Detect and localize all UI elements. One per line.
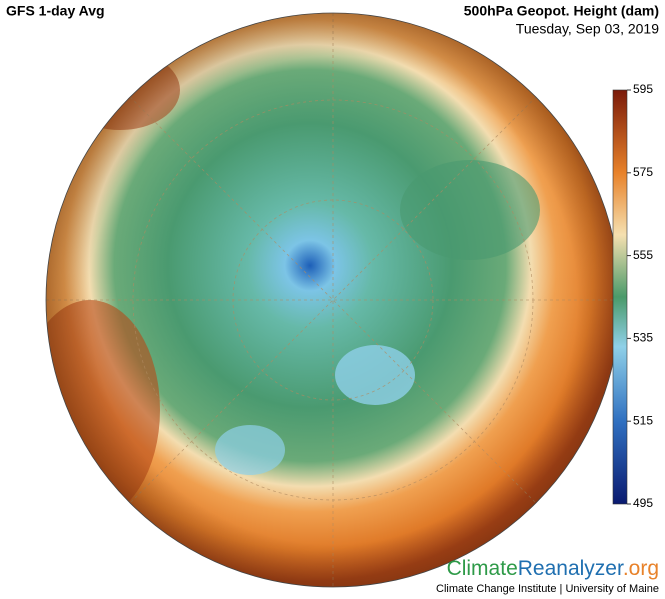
colorbar-label: 575 — [633, 165, 653, 179]
logo-part: Reanalyzer — [518, 557, 624, 580]
variable: 500hPa Geopot. Height (dam) — [464, 3, 659, 19]
globe — [45, 12, 621, 588]
colorbar-ticks: 595 575 555 535 515 495 — [627, 82, 653, 510]
colorbar-label: 495 — [633, 496, 653, 510]
colorbar — [612, 89, 628, 505]
logo-part: .org — [623, 557, 659, 580]
date: Tuesday, Sep 03, 2019 — [516, 21, 659, 37]
title: GFS 1-day Avg — [6, 3, 105, 19]
logo: ClimateReanalyzer.org — [447, 557, 659, 580]
colorbar-label: 555 — [633, 248, 653, 262]
colorbar-label: 535 — [633, 331, 653, 345]
logo-part: Climate — [447, 557, 518, 580]
credit: Climate Change Institute | University of… — [436, 583, 659, 595]
globe-edge — [45, 12, 621, 588]
colorbar-label: 595 — [633, 82, 653, 96]
colorbar-label: 515 — [633, 413, 653, 427]
